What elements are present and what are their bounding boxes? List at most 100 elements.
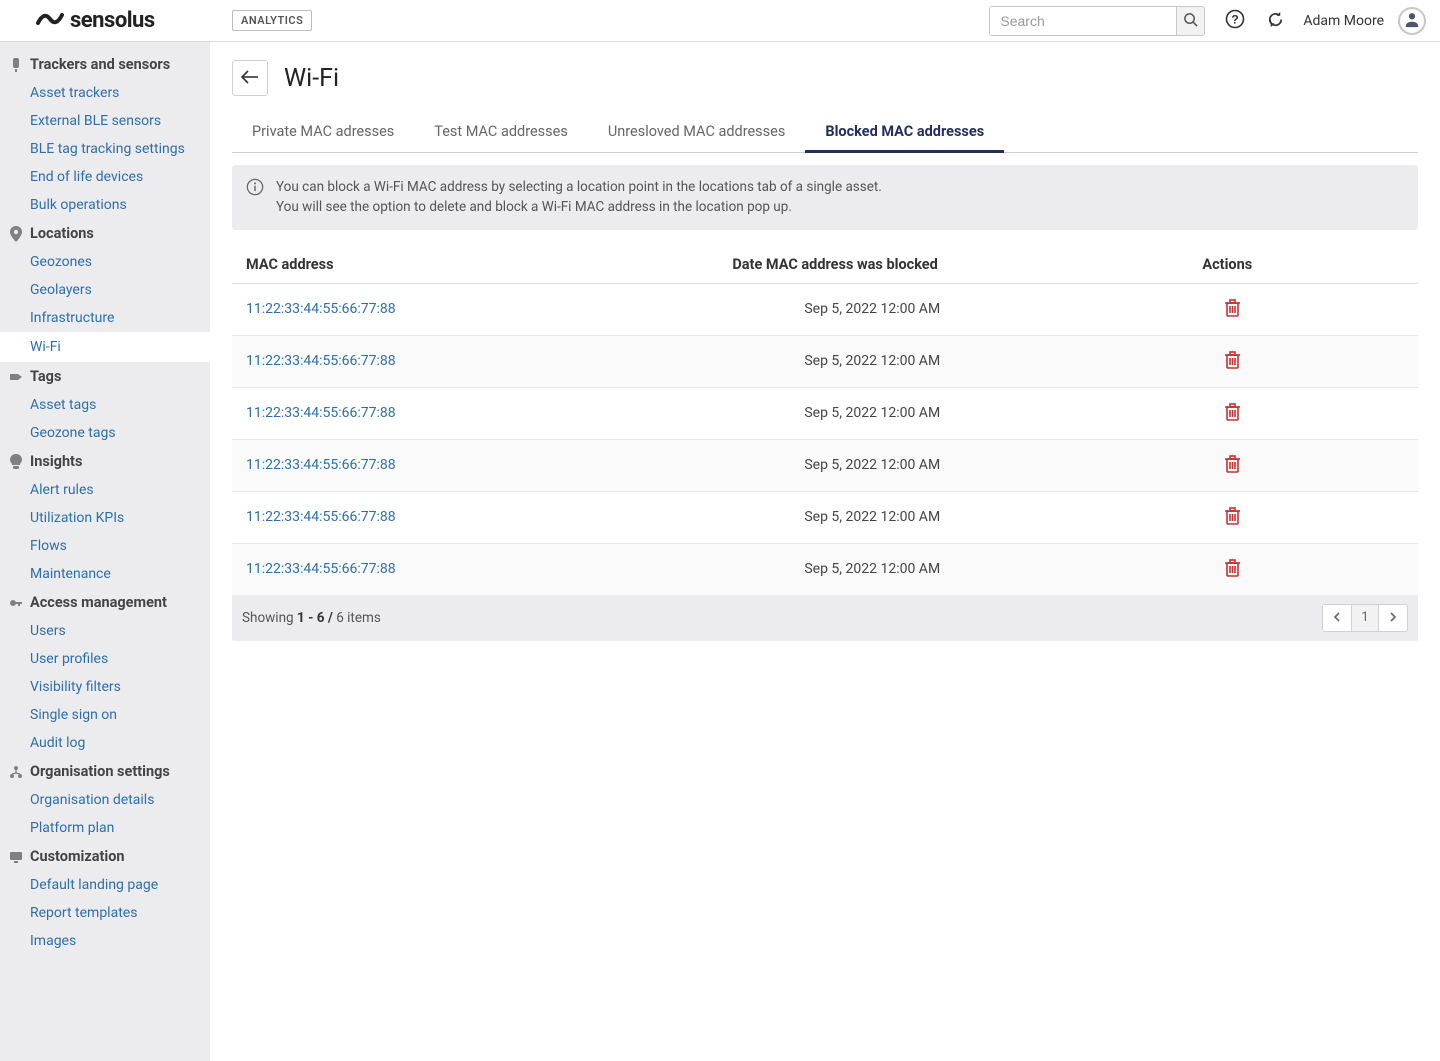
sidebar-item-eol[interactable]: End of life devices (0, 163, 210, 191)
trash-icon (1224, 565, 1241, 580)
main-content: Wi-Fi Private MAC adressesTest MAC addre… (210, 42, 1440, 1061)
locations-icon (8, 226, 24, 242)
username[interactable]: Adam Moore (1303, 13, 1384, 29)
sidebar-heading-insights[interactable]: Insights (0, 447, 210, 476)
pager: 1 (1322, 604, 1408, 632)
showing-label: Showing 1 - 6 / 6 items (242, 610, 381, 626)
col-header-mac: MAC address (246, 256, 732, 273)
sidebar-item-landing[interactable]: Default landing page (0, 871, 210, 899)
sidebar-item-ble-tag[interactable]: BLE tag tracking settings (0, 135, 210, 163)
search-button[interactable] (1176, 7, 1204, 35)
delete-button[interactable] (1224, 559, 1241, 580)
date-cell: Sep 5, 2022 12:00 AM (732, 561, 940, 577)
trash-icon (1224, 513, 1241, 528)
user-icon (1403, 10, 1421, 32)
sidebar-heading-label: Tags (30, 368, 61, 385)
sidebar-item-reports[interactable]: Report templates (0, 899, 210, 927)
sidebar-item-images[interactable]: Images (0, 927, 210, 955)
table-footer: Showing 1 - 6 / 6 items 1 (232, 595, 1418, 641)
sidebar-item-vis-filters[interactable]: Visibility filters (0, 673, 210, 701)
sidebar-heading-label: Insights (30, 453, 82, 470)
sidebar-item-profiles[interactable]: User profiles (0, 645, 210, 673)
delete-button[interactable] (1224, 299, 1241, 320)
tags-icon (8, 371, 24, 383)
sidebar-item-geozone-tags[interactable]: Geozone tags (0, 419, 210, 447)
analytics-badge: ANALYTICS (232, 10, 312, 31)
refresh-button[interactable] (1263, 9, 1287, 33)
search-input[interactable] (990, 7, 1176, 35)
logo-text: sensolus (70, 8, 155, 33)
sidebar-item-maintenance[interactable]: Maintenance (0, 560, 210, 588)
sidebar-item-plan[interactable]: Platform plan (0, 814, 210, 842)
sidebar-item-alert-rules[interactable]: Alert rules (0, 476, 210, 504)
col-header-actions: Actions (1172, 256, 1404, 273)
sidebar-heading-custom[interactable]: Customization (0, 842, 210, 871)
sidebar-item-geolayers[interactable]: Geolayers (0, 276, 210, 304)
mac-link[interactable]: 11:22:33:44:55:66:77:88 (246, 405, 396, 421)
mac-link[interactable]: 11:22:33:44:55:66:77:88 (246, 509, 396, 525)
topbar: sensolus ANALYTICS ? Adam Moore (0, 0, 1440, 42)
info-banner: You can block a Wi-Fi MAC address by sel… (232, 165, 1418, 230)
sidebar-heading-locations[interactable]: Locations (0, 219, 210, 248)
delete-button[interactable] (1224, 351, 1241, 372)
sidebar-item-users[interactable]: Users (0, 617, 210, 645)
sidebar-item-flows[interactable]: Flows (0, 532, 210, 560)
info-icon (246, 178, 264, 218)
search-icon (1183, 12, 1198, 30)
sidebar-item-util-kpi[interactable]: Utilization KPIs (0, 504, 210, 532)
sidebar-item-infra[interactable]: Infrastructure (0, 304, 210, 332)
trash-icon (1224, 461, 1241, 476)
table-row: 11:22:33:44:55:66:77:88 Sep 5, 2022 12:00… (232, 284, 1418, 336)
sidebar-item-wifi[interactable]: Wi-Fi (0, 332, 210, 362)
date-cell: Sep 5, 2022 12:00 AM (732, 301, 940, 317)
date-cell: Sep 5, 2022 12:00 AM (732, 405, 940, 421)
sidebar-item-asset-tags[interactable]: Asset tags (0, 391, 210, 419)
mac-link[interactable]: 11:22:33:44:55:66:77:88 (246, 353, 396, 369)
chevron-left-icon (1333, 610, 1341, 625)
refresh-icon (1266, 10, 1285, 32)
help-button[interactable]: ? (1223, 9, 1247, 33)
delete-button[interactable] (1224, 403, 1241, 424)
sidebar-item-audit[interactable]: Audit log (0, 729, 210, 757)
page-header: Wi-Fi (232, 60, 1418, 96)
sidebar-item-asset-trackers[interactable]: Asset trackers (0, 79, 210, 107)
sidebar-heading-trackers[interactable]: Trackers and sensors (0, 50, 210, 79)
mac-link[interactable]: 11:22:33:44:55:66:77:88 (246, 301, 396, 317)
help-icon: ? (1225, 9, 1245, 32)
delete-button[interactable] (1224, 455, 1241, 476)
info-line: You can block a Wi-Fi MAC address by sel… (276, 177, 882, 197)
pager-prev[interactable] (1323, 605, 1351, 631)
logo[interactable]: sensolus (0, 8, 210, 33)
info-line: You will see the option to delete and bl… (276, 197, 882, 217)
trash-icon (1224, 305, 1241, 320)
mac-link[interactable]: 11:22:33:44:55:66:77:88 (246, 561, 396, 577)
trash-icon (1224, 357, 1241, 372)
sidebar-heading-label: Locations (30, 225, 94, 242)
sidebar-item-org-details[interactable]: Organisation details (0, 786, 210, 814)
chevron-right-icon (1389, 610, 1397, 625)
tab-blocked[interactable]: Blocked MAC addresses (805, 114, 1004, 153)
avatar[interactable] (1398, 7, 1426, 35)
pager-next[interactable] (1379, 605, 1407, 631)
sidebar-heading-tags[interactable]: Tags (0, 362, 210, 391)
sidebar-item-sso[interactable]: Single sign on (0, 701, 210, 729)
sidebar-item-geozones[interactable]: Geozones (0, 248, 210, 276)
delete-button[interactable] (1224, 507, 1241, 528)
mac-link[interactable]: 11:22:33:44:55:66:77:88 (246, 457, 396, 473)
sidebar-heading-label: Trackers and sensors (30, 56, 170, 73)
insights-icon (8, 454, 24, 470)
sidebar-heading-access[interactable]: Access management (0, 588, 210, 617)
table-row: 11:22:33:44:55:66:77:88Sep 5, 2022 12:00… (232, 440, 1418, 492)
custom-icon (8, 851, 24, 863)
back-button[interactable] (232, 60, 268, 96)
tabs: Private MAC adressesTest MAC addressesUn… (232, 114, 1418, 153)
tab-private[interactable]: Private MAC adresses (232, 114, 414, 153)
sidebar-heading-org[interactable]: Organisation settings (0, 757, 210, 786)
sidebar-item-bulk[interactable]: Bulk operations (0, 191, 210, 219)
tab-test[interactable]: Test MAC addresses (414, 114, 588, 153)
tab-unresolved[interactable]: Unresloved MAC addresses (588, 114, 806, 153)
trash-icon (1224, 409, 1241, 424)
table-row: 11:22:33:44:55:66:77:88Sep 5, 2022 12:00… (232, 492, 1418, 544)
sidebar-item-ext-ble[interactable]: External BLE sensors (0, 107, 210, 135)
sidebar: Trackers and sensors Asset trackersExtern… (0, 42, 210, 1061)
